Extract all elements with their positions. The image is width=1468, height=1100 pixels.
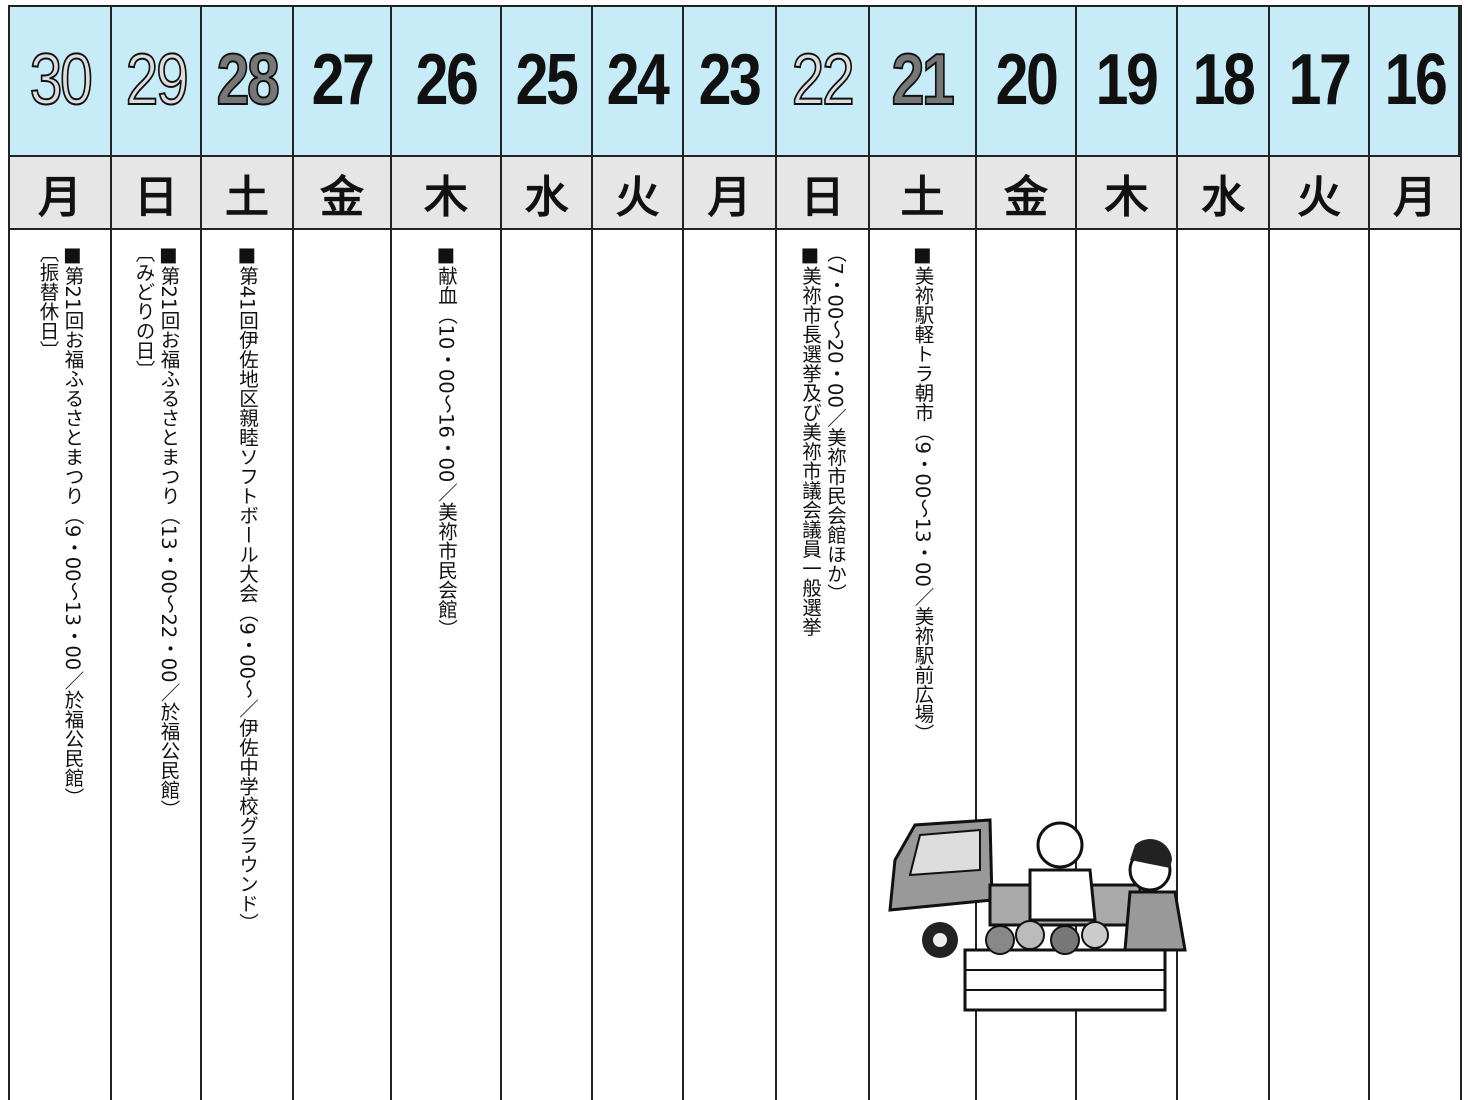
event-text: ■美祢市長選挙及び美祢市議会議員一般選挙 (798, 243, 822, 637)
date-number: 22 (791, 39, 856, 121)
date-number: 20 (995, 40, 1059, 120)
day-column: 20 金 (975, 5, 1075, 1100)
day-column: 17 火 (1268, 5, 1368, 1100)
date-cell: 20 (977, 5, 1075, 157)
day-column: 19 木 (1075, 5, 1176, 1100)
event-text: ■第41回伊佐地区親睦ソフトボール大会（9・00～／伊佐中学校グラウンド） (235, 243, 259, 933)
date-number: 27 (311, 40, 375, 120)
event-text: 〔みどりの日〕 (132, 243, 155, 380)
date-cell: 18 (1178, 5, 1268, 157)
weekday: 月 (684, 157, 775, 230)
date-cell: 25 (502, 5, 591, 157)
day-column: 29 日〔みどりの日〕 ■第21回お福ふるさとまつり（13・00～22・00／於福公… (110, 5, 200, 1100)
event-text: （7・00～20・00／美祢市民会館ほか） (823, 243, 847, 603)
event-text: ■美祢駅軽トラ朝市（9・00～13・00／美祢駅前広場） (911, 243, 934, 743)
date-number: 28 (216, 39, 281, 121)
date-number: 16 (1384, 40, 1448, 120)
day-column: 22 日 ■美祢市長選挙及び美祢市議会議員一般選挙 （7・00～20・00／美祢市民会… (775, 5, 868, 1100)
weekday: 月 (10, 157, 110, 230)
day-column: 18 水 (1176, 5, 1268, 1100)
day-column: 24 火 (591, 5, 682, 1100)
events: ■第41回伊佐地区親睦ソフトボール大会（9・00～／伊佐中学校グラウンド） (202, 243, 292, 933)
date-number: 18 (1192, 40, 1256, 120)
date-cell: 17 (1270, 5, 1368, 157)
date-cell: 24 (593, 5, 682, 157)
date-cell: 28 (202, 5, 292, 157)
date-cell: 22 (777, 5, 868, 157)
date-number: 19 (1096, 40, 1159, 120)
event-text: ■献血（10・00～16・00／美祢市民会館） (434, 243, 458, 639)
day-column: 30 月〔振替休日〕 ■第21回お福ふるさとまつり（9・00～13・00／於福公民館… (8, 5, 110, 1100)
weekday: 月 (1370, 157, 1460, 230)
weekday: 木 (392, 157, 500, 230)
weekday: 木 (1077, 157, 1176, 230)
day-column: 27 金 (292, 5, 390, 1100)
column-border (1460, 5, 1462, 1100)
weekday: 土 (870, 157, 975, 230)
date-number: 29 (125, 39, 190, 121)
weekday: 火 (593, 157, 682, 230)
truck-illustration (888, 818, 1187, 1012)
day-column: 16 月 (1368, 5, 1460, 1100)
date-cell: 23 (684, 5, 775, 157)
date-cell: 29 (112, 5, 200, 157)
date-cell: 21 (870, 5, 975, 157)
events: 〔みどりの日〕 ■第21回お福ふるさとまつり（13・00～22・00／於福公民館） (112, 243, 200, 819)
events: 〔振替休日〕 ■第21回お福ふるさとまつり（9・00～13・00／於福公民館） (10, 243, 110, 807)
weekday: 水 (502, 157, 591, 230)
weekday: 金 (977, 157, 1075, 230)
weekday: 水 (1178, 157, 1268, 230)
date-cell: 27 (294, 5, 390, 157)
event-text: 〔振替休日〕 (36, 243, 59, 360)
events: ■美祢市長選挙及び美祢市議会議員一般選挙 （7・00～20・00／美祢市民会館ほか… (777, 243, 868, 637)
date-number: 17 (1288, 40, 1352, 120)
date-number: 21 (891, 39, 956, 121)
date-number: 26 (415, 40, 479, 120)
weekday: 火 (1270, 157, 1368, 230)
date-number: 25 (516, 40, 579, 120)
day-column: 26 木 ■献血（10・00～16・00／美祢市民会館） (390, 5, 500, 1100)
day-column: 25 水 (500, 5, 591, 1100)
events: ■献血（10・00～16・00／美祢市民会館） (392, 243, 500, 638)
date-number: 24 (607, 40, 670, 120)
event-text: ■第21回お福ふるさとまつり（13・00～22・00／於福公民館） (157, 243, 180, 820)
day-column: 21 土 ■美祢駅軽トラ朝市（9・00～13・00／美祢駅前広場） (868, 5, 975, 1100)
day-column: 23 月 (682, 5, 775, 1100)
day-column: 28 土 ■第41回伊佐地区親睦ソフトボール大会（9・00～／伊佐中学校グラウンド） (200, 5, 292, 1100)
weekday: 金 (294, 157, 390, 230)
date-cell: 19 (1077, 5, 1176, 157)
events: ■美祢駅軽トラ朝市（9・00～13・00／美祢駅前広場） (870, 243, 975, 743)
date-number: 23 (699, 40, 762, 120)
date-cell: 16 (1370, 5, 1460, 157)
weekday: 日 (112, 157, 200, 230)
date-number: 30 (29, 39, 94, 121)
date-cell: 26 (392, 5, 500, 157)
date-cell: 30 (10, 5, 110, 157)
weekday: 日 (777, 157, 868, 230)
weekday: 土 (202, 157, 292, 230)
event-text: ■第21回お福ふるさとまつり（9・00～13・00／於福公民館） (61, 243, 84, 807)
